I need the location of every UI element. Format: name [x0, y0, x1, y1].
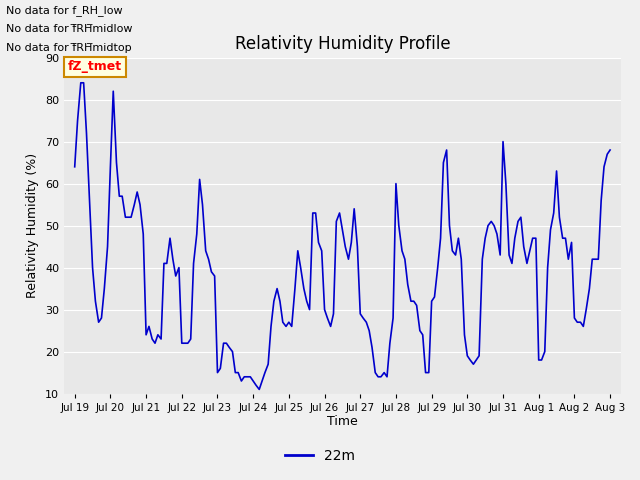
- Legend: 22m: 22m: [280, 443, 360, 468]
- Text: No data for f_RH_low: No data for f_RH_low: [6, 5, 123, 16]
- Text: No data for f̅RH̅midtop: No data for f̅RH̅midtop: [6, 43, 132, 53]
- Text: No data for f̅RH̅midlow: No data for f̅RH̅midlow: [6, 24, 133, 34]
- Title: Relativity Humidity Profile: Relativity Humidity Profile: [235, 35, 450, 53]
- Y-axis label: Relativity Humidity (%): Relativity Humidity (%): [26, 153, 40, 298]
- X-axis label: Time: Time: [327, 415, 358, 429]
- Text: fZ_tmet: fZ_tmet: [68, 60, 122, 73]
